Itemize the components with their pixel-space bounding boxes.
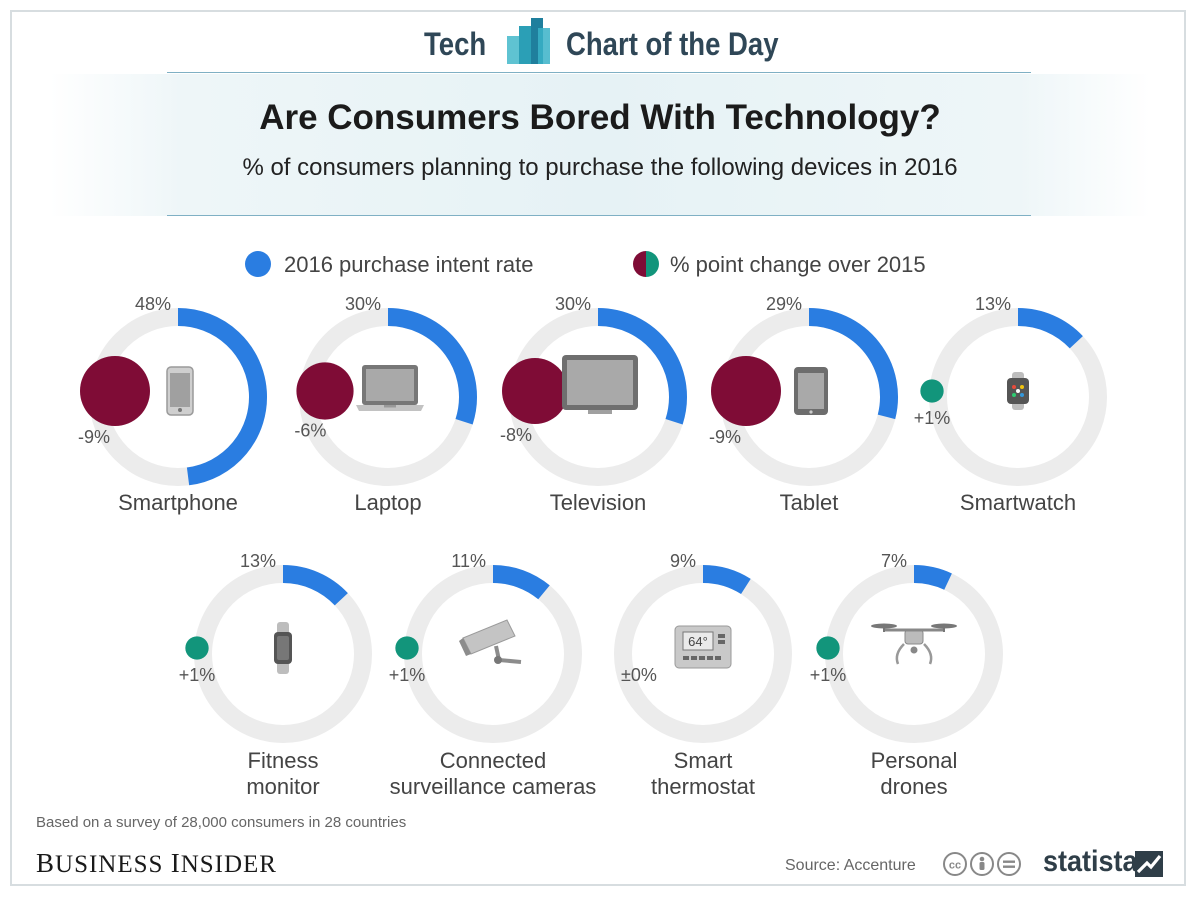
change-value-label: +1% [914,408,951,428]
change-value-label: ±0% [621,665,657,685]
change-dot [80,356,150,426]
change-value-label: -9% [709,427,741,447]
change-value-label: +1% [810,665,847,685]
intent-value-label: 7% [881,551,907,571]
category-label: Smart [674,748,733,773]
category-label: Connected [440,748,546,773]
svg-text:cc: cc [949,860,961,872]
change-dot [296,362,354,420]
legend-intent-swatch-icon [245,251,271,277]
category-label: monitor [246,774,319,799]
intent-value-label: 9% [670,551,696,571]
intent-arc [808,308,898,420]
title-band [50,74,1150,216]
intent-value-label: 30% [345,294,381,314]
chart-subtitle: % of consumers planning to purchase the … [242,154,958,181]
device-television: 30% -8% Television [500,294,687,515]
category-label: Television [550,490,647,515]
laptop-icon [356,365,424,411]
device-laptop: 30% -6% Laptop [294,294,477,515]
intent-arc [492,565,550,600]
chart-title: Are Consumers Bored With Technology? [259,98,941,137]
television-icon [562,355,638,414]
banner-tech: Tech [424,26,487,62]
thermostat-readout: 64° [688,634,708,649]
ring-track [825,565,1003,743]
banner: Tech Chart of the Day [0,14,1200,74]
intent-value-label: 30% [555,294,591,314]
intent-arc [282,565,348,606]
change-value-label: -8% [500,425,532,445]
change-dot [920,379,944,403]
intent-value-label: 11% [451,551,486,571]
ring-track [404,565,582,743]
device-tablet: 29% -9% Tablet [709,294,898,515]
intent-value-label: 48% [135,294,171,314]
smartphone-icon [166,366,194,416]
title-divider [167,215,1031,216]
device-smartwatch: 13% +1% Smartwatch [914,294,1107,515]
category-label: surveillance cameras [390,774,597,799]
category-label: Laptop [354,490,421,515]
footnote: Based on a survey of 28,000 consumers in… [36,814,407,831]
category-label: Tablet [780,490,839,515]
device-smartphone: 48% -9% Smartphone [78,294,267,515]
category-label: Smartwatch [960,490,1076,515]
tablet-icon [794,367,828,415]
publisher-logo: BUSINESS INSIDER [36,848,277,878]
change-value-label: -9% [78,427,110,447]
chart-of-the-day-logo-icon [507,18,550,64]
legend-intent-label: 2016 purchase intent rate [284,252,534,277]
banner-divider [167,72,1031,73]
security-camera-icon [459,619,522,664]
intent-arc [702,565,751,595]
change-dot [711,356,781,426]
change-dot [395,636,419,660]
smartwatch-icon [1007,372,1029,410]
category-label: Smartphone [118,490,238,515]
intent-value-label: 13% [975,294,1011,314]
change-dot [816,636,840,660]
category-label: drones [880,774,947,799]
thermostat-icon: 64° [674,625,732,669]
fitness-band-icon [274,622,292,674]
intent-arc [597,308,687,425]
intent-arc [387,308,477,425]
intent-arc [177,308,267,486]
drone-icon [871,623,957,665]
legend-change-label: % point change over 2015 [670,252,926,277]
change-dot [502,358,568,424]
change-value-label: +1% [179,665,216,685]
creative-commons-icon: cc [943,852,1021,876]
statista-brand: statista [1043,845,1138,878]
intent-value-label: 13% [240,551,276,571]
category-label: thermostat [651,774,755,799]
intent-arc [1017,308,1083,349]
statista-logo-icon [1135,851,1163,877]
legend-change-swatch-icon [633,251,659,277]
source-credit: Source: Accenture [785,857,916,874]
intent-value-label: 29% [766,294,802,314]
change-dot [185,636,209,660]
banner-chart-of-the-day: Chart of the Day [566,26,779,62]
category-label: Fitness [248,748,319,773]
change-value-label: +1% [389,665,426,685]
change-value-label: -6% [294,421,326,441]
intent-arc [913,565,952,590]
category-label: Personal [871,748,958,773]
